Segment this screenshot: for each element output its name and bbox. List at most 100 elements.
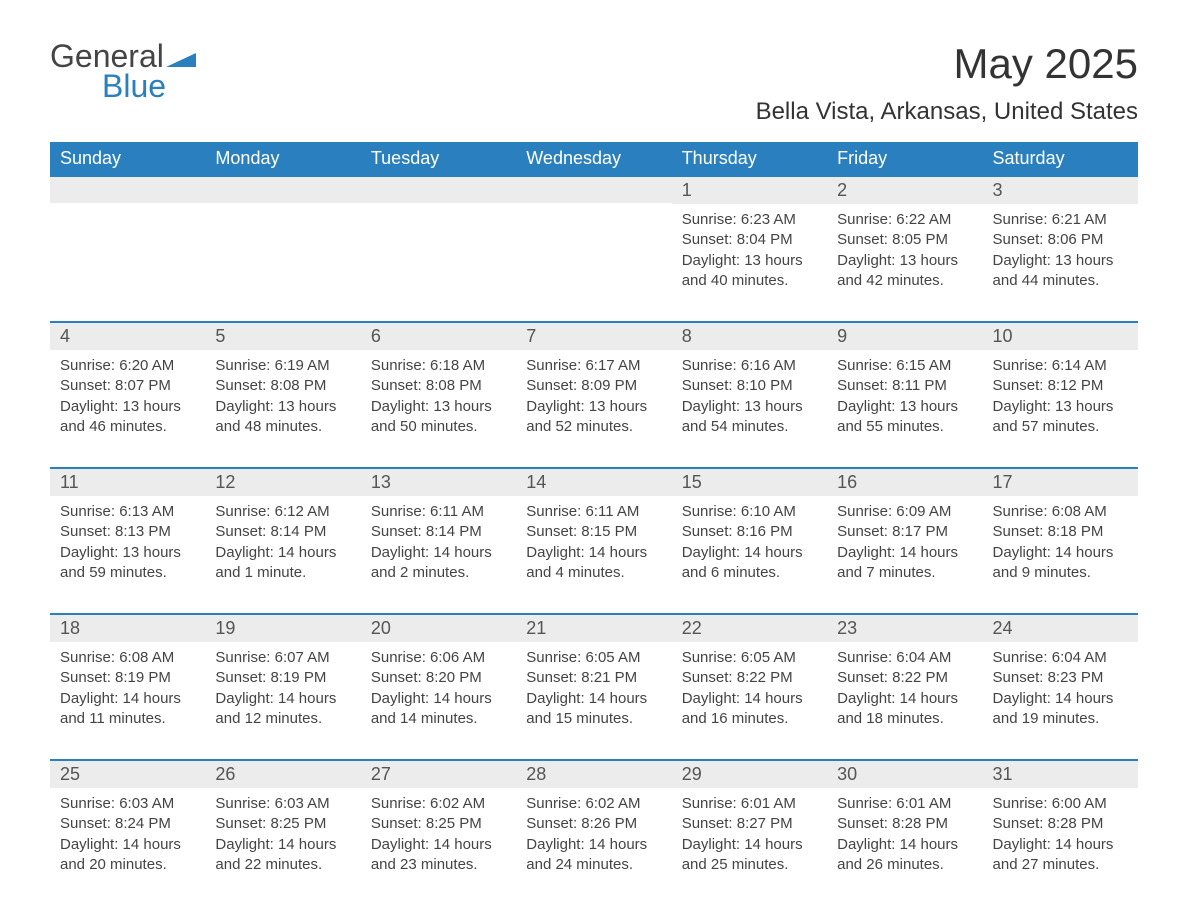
day-body: Sunrise: 6:21 AMSunset: 8:06 PMDaylight:… (983, 204, 1138, 321)
day-body: Sunrise: 6:15 AMSunset: 8:11 PMDaylight:… (827, 350, 982, 467)
day-cell (50, 176, 205, 322)
sunset-text: Sunset: 8:06 PM (993, 230, 1128, 250)
day-body: Sunrise: 6:05 AMSunset: 8:21 PMDaylight:… (516, 642, 671, 759)
sunrise-text: Sunrise: 6:23 AM (682, 210, 817, 230)
sunrise-text: Sunrise: 6:20 AM (60, 356, 195, 376)
day-number: 2 (827, 177, 982, 204)
daylight-text: Daylight: 14 hours and 1 minute. (215, 543, 350, 584)
sunset-text: Sunset: 8:07 PM (60, 376, 195, 396)
weekday-header: Wednesday (516, 142, 671, 176)
sunrise-text: Sunrise: 6:12 AM (215, 502, 350, 522)
daylight-text: Daylight: 14 hours and 19 minutes. (993, 689, 1128, 730)
day-body: Sunrise: 6:04 AMSunset: 8:23 PMDaylight:… (983, 642, 1138, 759)
day-body: Sunrise: 6:12 AMSunset: 8:14 PMDaylight:… (205, 496, 360, 613)
weekday-header: Sunday (50, 142, 205, 176)
title-block: May 2025 Bella Vista, Arkansas, United S… (756, 40, 1138, 126)
daylight-text: Daylight: 14 hours and 14 minutes. (371, 689, 506, 730)
daylight-text: Daylight: 14 hours and 25 minutes. (682, 835, 817, 876)
sunset-text: Sunset: 8:28 PM (993, 814, 1128, 834)
sunset-text: Sunset: 8:04 PM (682, 230, 817, 250)
day-body: Sunrise: 6:07 AMSunset: 8:19 PMDaylight:… (205, 642, 360, 759)
day-body: Sunrise: 6:14 AMSunset: 8:12 PMDaylight:… (983, 350, 1138, 467)
sunrise-text: Sunrise: 6:11 AM (371, 502, 506, 522)
day-number: 6 (361, 323, 516, 350)
day-body (205, 203, 360, 311)
day-number: 20 (361, 615, 516, 642)
day-number: 27 (361, 761, 516, 788)
day-number: 13 (361, 469, 516, 496)
day-cell: 20Sunrise: 6:06 AMSunset: 8:20 PMDayligh… (361, 614, 516, 760)
day-body: Sunrise: 6:03 AMSunset: 8:25 PMDaylight:… (205, 788, 360, 905)
day-number: 21 (516, 615, 671, 642)
sunrise-text: Sunrise: 6:04 AM (837, 648, 972, 668)
day-body: Sunrise: 6:08 AMSunset: 8:19 PMDaylight:… (50, 642, 205, 759)
day-cell: 11Sunrise: 6:13 AMSunset: 8:13 PMDayligh… (50, 468, 205, 614)
day-body: Sunrise: 6:00 AMSunset: 8:28 PMDaylight:… (983, 788, 1138, 905)
day-number: 29 (672, 761, 827, 788)
sunset-text: Sunset: 8:22 PM (837, 668, 972, 688)
sunset-text: Sunset: 8:13 PM (60, 522, 195, 542)
day-number: 4 (50, 323, 205, 350)
weekday-header-row: Sunday Monday Tuesday Wednesday Thursday… (50, 142, 1138, 176)
sunset-text: Sunset: 8:19 PM (215, 668, 350, 688)
daylight-text: Daylight: 14 hours and 15 minutes. (526, 689, 661, 730)
sunrise-text: Sunrise: 6:01 AM (682, 794, 817, 814)
sunset-text: Sunset: 8:19 PM (60, 668, 195, 688)
daylight-text: Daylight: 14 hours and 26 minutes. (837, 835, 972, 876)
daylight-text: Daylight: 14 hours and 16 minutes. (682, 689, 817, 730)
day-number: 11 (50, 469, 205, 496)
day-number: 23 (827, 615, 982, 642)
daylight-text: Daylight: 14 hours and 22 minutes. (215, 835, 350, 876)
day-cell: 17Sunrise: 6:08 AMSunset: 8:18 PMDayligh… (983, 468, 1138, 614)
day-body: Sunrise: 6:16 AMSunset: 8:10 PMDaylight:… (672, 350, 827, 467)
sunrise-text: Sunrise: 6:15 AM (837, 356, 972, 376)
week-row: 1Sunrise: 6:23 AMSunset: 8:04 PMDaylight… (50, 176, 1138, 322)
sunrise-text: Sunrise: 6:03 AM (60, 794, 195, 814)
sunset-text: Sunset: 8:18 PM (993, 522, 1128, 542)
daylight-text: Daylight: 14 hours and 4 minutes. (526, 543, 661, 584)
sunset-text: Sunset: 8:27 PM (682, 814, 817, 834)
daylight-text: Daylight: 14 hours and 11 minutes. (60, 689, 195, 730)
day-cell: 3Sunrise: 6:21 AMSunset: 8:06 PMDaylight… (983, 176, 1138, 322)
sunrise-text: Sunrise: 6:22 AM (837, 210, 972, 230)
day-body: Sunrise: 6:13 AMSunset: 8:13 PMDaylight:… (50, 496, 205, 613)
day-body: Sunrise: 6:08 AMSunset: 8:18 PMDaylight:… (983, 496, 1138, 613)
sunset-text: Sunset: 8:15 PM (526, 522, 661, 542)
day-cell: 24Sunrise: 6:04 AMSunset: 8:23 PMDayligh… (983, 614, 1138, 760)
sunrise-text: Sunrise: 6:16 AM (682, 356, 817, 376)
weekday-header: Thursday (672, 142, 827, 176)
sunset-text: Sunset: 8:24 PM (60, 814, 195, 834)
week-row: 18Sunrise: 6:08 AMSunset: 8:19 PMDayligh… (50, 614, 1138, 760)
day-number: 26 (205, 761, 360, 788)
sunset-text: Sunset: 8:25 PM (371, 814, 506, 834)
day-cell: 19Sunrise: 6:07 AMSunset: 8:19 PMDayligh… (205, 614, 360, 760)
day-number (516, 177, 671, 203)
day-body: Sunrise: 6:01 AMSunset: 8:27 PMDaylight:… (672, 788, 827, 905)
sunrise-text: Sunrise: 6:14 AM (993, 356, 1128, 376)
sunset-text: Sunset: 8:22 PM (682, 668, 817, 688)
daylight-text: Daylight: 14 hours and 12 minutes. (215, 689, 350, 730)
day-cell (361, 176, 516, 322)
day-number: 3 (983, 177, 1138, 204)
day-body: Sunrise: 6:11 AMSunset: 8:15 PMDaylight:… (516, 496, 671, 613)
day-body: Sunrise: 6:22 AMSunset: 8:05 PMDaylight:… (827, 204, 982, 321)
calendar-body: 1Sunrise: 6:23 AMSunset: 8:04 PMDaylight… (50, 176, 1138, 905)
daylight-text: Daylight: 14 hours and 18 minutes. (837, 689, 972, 730)
sunrise-text: Sunrise: 6:09 AM (837, 502, 972, 522)
day-cell: 4Sunrise: 6:20 AMSunset: 8:07 PMDaylight… (50, 322, 205, 468)
day-cell: 26Sunrise: 6:03 AMSunset: 8:25 PMDayligh… (205, 760, 360, 905)
day-number: 8 (672, 323, 827, 350)
day-number (205, 177, 360, 203)
daylight-text: Daylight: 14 hours and 9 minutes. (993, 543, 1128, 584)
daylight-text: Daylight: 13 hours and 59 minutes. (60, 543, 195, 584)
sunrise-text: Sunrise: 6:03 AM (215, 794, 350, 814)
sunset-text: Sunset: 8:08 PM (215, 376, 350, 396)
sunrise-text: Sunrise: 6:01 AM (837, 794, 972, 814)
daylight-text: Daylight: 13 hours and 50 minutes. (371, 397, 506, 438)
week-row: 11Sunrise: 6:13 AMSunset: 8:13 PMDayligh… (50, 468, 1138, 614)
day-body: Sunrise: 6:04 AMSunset: 8:22 PMDaylight:… (827, 642, 982, 759)
sunrise-text: Sunrise: 6:06 AM (371, 648, 506, 668)
sunrise-text: Sunrise: 6:17 AM (526, 356, 661, 376)
sunset-text: Sunset: 8:21 PM (526, 668, 661, 688)
day-body (50, 203, 205, 311)
